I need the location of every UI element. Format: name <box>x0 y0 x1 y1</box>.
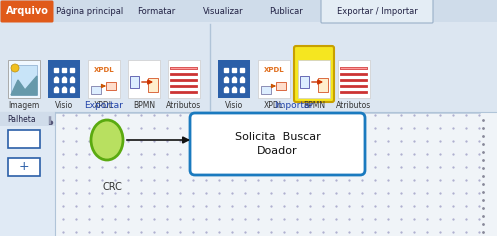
FancyBboxPatch shape <box>48 60 80 98</box>
FancyBboxPatch shape <box>91 86 101 94</box>
Text: Visualizar: Visualizar <box>203 7 244 16</box>
FancyBboxPatch shape <box>218 60 250 98</box>
FancyBboxPatch shape <box>148 78 158 92</box>
FancyBboxPatch shape <box>88 60 120 98</box>
FancyBboxPatch shape <box>8 60 40 98</box>
Text: Solicita  Buscar: Solicita Buscar <box>235 132 321 142</box>
FancyBboxPatch shape <box>294 46 334 102</box>
FancyBboxPatch shape <box>190 113 365 175</box>
FancyBboxPatch shape <box>224 66 244 92</box>
Text: BPMN: BPMN <box>303 101 325 110</box>
Polygon shape <box>11 76 37 95</box>
FancyBboxPatch shape <box>318 78 328 92</box>
Bar <box>0 22 497 112</box>
Text: BPMN: BPMN <box>133 101 155 110</box>
FancyBboxPatch shape <box>276 82 286 90</box>
FancyBboxPatch shape <box>0 0 54 22</box>
Text: Página principal: Página principal <box>56 7 123 16</box>
FancyBboxPatch shape <box>128 60 160 98</box>
Text: Atributos: Atributos <box>336 101 372 110</box>
FancyBboxPatch shape <box>168 60 200 98</box>
Text: XPDL: XPDL <box>94 67 114 73</box>
FancyBboxPatch shape <box>321 0 433 23</box>
Text: +: + <box>19 160 29 173</box>
Text: Arquivo: Arquivo <box>5 6 48 16</box>
FancyBboxPatch shape <box>261 86 271 94</box>
Text: XPDL: XPDL <box>264 67 284 73</box>
Text: Formatar: Formatar <box>137 7 175 16</box>
Circle shape <box>11 64 19 72</box>
Text: Exportar: Exportar <box>84 101 123 110</box>
Text: XPDL: XPDL <box>94 101 114 110</box>
Text: ¶: ¶ <box>47 114 53 124</box>
FancyBboxPatch shape <box>258 60 290 98</box>
Text: Imagem: Imagem <box>8 101 40 110</box>
Ellipse shape <box>91 120 123 160</box>
FancyBboxPatch shape <box>338 60 370 98</box>
Text: Atributos: Atributos <box>166 101 202 110</box>
Text: Palheta: Palheta <box>7 114 36 123</box>
Text: Doador: Doador <box>257 146 298 156</box>
Text: Exportar / Importar: Exportar / Importar <box>336 7 417 16</box>
Text: Visio: Visio <box>55 101 73 110</box>
FancyBboxPatch shape <box>8 158 40 176</box>
Bar <box>0 0 497 5</box>
Text: Importar: Importar <box>274 101 314 110</box>
Text: Publicar: Publicar <box>268 7 302 16</box>
Bar <box>0 112 497 236</box>
FancyBboxPatch shape <box>8 130 40 148</box>
Bar <box>0 0 497 22</box>
Bar <box>0 112 55 126</box>
FancyBboxPatch shape <box>300 76 309 88</box>
Text: CRC: CRC <box>102 182 122 192</box>
Bar <box>0 112 55 236</box>
FancyBboxPatch shape <box>298 60 330 98</box>
FancyBboxPatch shape <box>54 66 74 92</box>
FancyBboxPatch shape <box>11 65 37 95</box>
Text: Visio: Visio <box>225 101 243 110</box>
FancyBboxPatch shape <box>106 82 116 90</box>
FancyBboxPatch shape <box>130 76 139 88</box>
Text: XPDL: XPDL <box>264 101 284 110</box>
